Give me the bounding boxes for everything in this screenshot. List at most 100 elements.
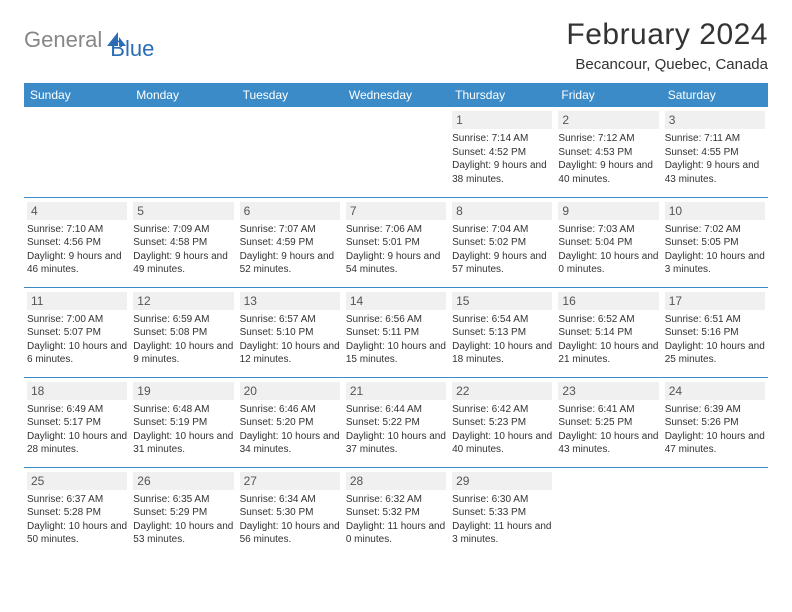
- daylight-text: Daylight: 10 hours and 43 minutes.: [558, 430, 658, 457]
- day-info: Sunrise: 6:54 AMSunset: 5:13 PMDaylight:…: [452, 313, 552, 367]
- header: General Blue February 2024 Becancour, Qu…: [24, 18, 768, 73]
- sunset-text: Sunset: 5:30 PM: [240, 506, 340, 520]
- sunrise-text: Sunrise: 7:06 AM: [346, 223, 446, 237]
- calendar-week-row: 1Sunrise: 7:14 AMSunset: 4:52 PMDaylight…: [24, 107, 768, 197]
- day-info: Sunrise: 7:12 AMSunset: 4:53 PMDaylight:…: [558, 132, 658, 186]
- day-info: Sunrise: 7:04 AMSunset: 5:02 PMDaylight:…: [452, 223, 552, 277]
- day-info: Sunrise: 6:34 AMSunset: 5:30 PMDaylight:…: [240, 493, 340, 547]
- calendar-week-row: 18Sunrise: 6:49 AMSunset: 5:17 PMDayligh…: [24, 377, 768, 467]
- sunrise-text: Sunrise: 6:42 AM: [452, 403, 552, 417]
- sunset-text: Sunset: 4:56 PM: [27, 236, 127, 250]
- calendar-day-cell: 6Sunrise: 7:07 AMSunset: 4:59 PMDaylight…: [237, 197, 343, 287]
- day-number: 19: [133, 382, 233, 400]
- sunrise-text: Sunrise: 6:52 AM: [558, 313, 658, 327]
- day-info: Sunrise: 6:41 AMSunset: 5:25 PMDaylight:…: [558, 403, 658, 457]
- daylight-text: Daylight: 10 hours and 12 minutes.: [240, 340, 340, 367]
- sunrise-text: Sunrise: 7:02 AM: [665, 223, 765, 237]
- calendar-day-cell: 24 Sunrise: 6:39 AMSunset: 5:26 PMDayligh…: [662, 377, 768, 467]
- day-number: 6: [240, 202, 340, 220]
- calendar-day-cell: 15Sunrise: 6:54 AMSunset: 5:13 PMDayligh…: [449, 287, 555, 377]
- calendar-day-cell: 16Sunrise: 6:52 AMSunset: 5:14 PMDayligh…: [555, 287, 661, 377]
- day-info: Sunrise: 7:11 AMSunset: 4:55 PMDaylight:…: [665, 132, 765, 186]
- daylight-text: Daylight: 9 hours and 40 minutes.: [558, 159, 658, 186]
- day-number: 5: [133, 202, 233, 220]
- day-number: 8: [452, 202, 552, 220]
- day-number: 2: [558, 111, 658, 129]
- title-block: February 2024 Becancour, Quebec, Canada: [566, 18, 768, 73]
- sunrise-text: Sunrise: 7:00 AM: [27, 313, 127, 327]
- daylight-text: Daylight: 9 hours and 43 minutes.: [665, 159, 765, 186]
- weekday-header: Saturday: [662, 83, 768, 107]
- sunrise-text: Sunrise: 7:11 AM: [665, 132, 765, 146]
- sunset-text: Sunset: 5:05 PM: [665, 236, 765, 250]
- sunrise-text: Sunrise: 6:46 AM: [240, 403, 340, 417]
- sunrise-text: Sunrise: 7:14 AM: [452, 132, 552, 146]
- sunset-text: Sunset: 5:26 PM: [665, 416, 765, 430]
- location-text: Becancour, Quebec, Canada: [566, 56, 768, 73]
- day-info: Sunrise: 6:52 AMSunset: 5:14 PMDaylight:…: [558, 313, 658, 367]
- sunset-text: Sunset: 4:52 PM: [452, 146, 552, 160]
- day-number: 26: [133, 472, 233, 490]
- sunrise-text: Sunrise: 6:54 AM: [452, 313, 552, 327]
- sunset-text: Sunset: 5:28 PM: [27, 506, 127, 520]
- day-info: Sunrise: 7:09 AMSunset: 4:58 PMDaylight:…: [133, 223, 233, 277]
- daylight-text: Daylight: 10 hours and 15 minutes.: [346, 340, 446, 367]
- calendar-table: Sunday Monday Tuesday Wednesday Thursday…: [24, 83, 768, 557]
- day-info: Sunrise: 6:51 AMSunset: 5:16 PMDaylight:…: [665, 313, 765, 367]
- calendar-day-cell: 7Sunrise: 7:06 AMSunset: 5:01 PMDaylight…: [343, 197, 449, 287]
- sunrise-text: Sunrise: 6:35 AM: [133, 493, 233, 507]
- daylight-text: Daylight: 9 hours and 52 minutes.: [240, 250, 340, 277]
- calendar-day-cell: 28 Sunrise: 6:32 AMSunset: 5:32 PMDayligh…: [343, 467, 449, 557]
- sunset-text: Sunset: 5:13 PM: [452, 326, 552, 340]
- daylight-text: Daylight: 9 hours and 54 minutes.: [346, 250, 446, 277]
- day-info: Sunrise: 6:39 AMSunset: 5:26 PMDaylight:…: [665, 403, 765, 457]
- day-number: 12: [133, 292, 233, 310]
- day-info: Sunrise: 7:02 AMSunset: 5:05 PMDaylight:…: [665, 223, 765, 277]
- daylight-text: Daylight: 9 hours and 49 minutes.: [133, 250, 233, 277]
- calendar-day-cell: 1Sunrise: 7:14 AMSunset: 4:52 PMDaylight…: [449, 107, 555, 197]
- sunset-text: Sunset: 4:53 PM: [558, 146, 658, 160]
- daylight-text: Daylight: 9 hours and 57 minutes.: [452, 250, 552, 277]
- sunrise-text: Sunrise: 6:57 AM: [240, 313, 340, 327]
- logo: General Blue: [24, 18, 154, 62]
- weekday-header: Monday: [130, 83, 236, 107]
- calendar-day-cell: [24, 107, 130, 197]
- sunrise-text: Sunrise: 6:51 AM: [665, 313, 765, 327]
- calendar-day-cell: 20 Sunrise: 6:46 AMSunset: 5:20 PMDayligh…: [237, 377, 343, 467]
- day-info: Sunrise: 7:14 AMSunset: 4:52 PMDaylight:…: [452, 132, 552, 186]
- calendar-day-cell: 21Sunrise: 6:44 AMSunset: 5:22 PMDayligh…: [343, 377, 449, 467]
- sunset-text: Sunset: 5:20 PM: [240, 416, 340, 430]
- sunrise-text: Sunrise: 6:41 AM: [558, 403, 658, 417]
- day-number: 23: [558, 382, 658, 400]
- day-info: Sunrise: 6:46 AMSunset: 5:20 PMDaylight:…: [240, 403, 340, 457]
- day-number: 4: [27, 202, 127, 220]
- calendar-week-row: 4Sunrise: 7:10 AMSunset: 4:56 PMDaylight…: [24, 197, 768, 287]
- weekday-header: Friday: [555, 83, 661, 107]
- logo-text-part1: General: [24, 27, 102, 53]
- sunrise-text: Sunrise: 6:56 AM: [346, 313, 446, 327]
- sunset-text: Sunset: 5:22 PM: [346, 416, 446, 430]
- day-number: 24: [665, 382, 765, 400]
- day-info: Sunrise: 6:37 AMSunset: 5:28 PMDaylight:…: [27, 493, 127, 547]
- sunset-text: Sunset: 5:23 PM: [452, 416, 552, 430]
- day-info: Sunrise: 6:32 AMSunset: 5:32 PMDaylight:…: [346, 493, 446, 547]
- calendar-day-cell: [343, 107, 449, 197]
- sunset-text: Sunset: 5:04 PM: [558, 236, 658, 250]
- calendar-day-cell: [237, 107, 343, 197]
- daylight-text: Daylight: 9 hours and 46 minutes.: [27, 250, 127, 277]
- day-number: 20: [240, 382, 340, 400]
- daylight-text: Daylight: 10 hours and 0 minutes.: [558, 250, 658, 277]
- day-info: Sunrise: 6:44 AMSunset: 5:22 PMDaylight:…: [346, 403, 446, 457]
- calendar-week-row: 25Sunrise: 6:37 AMSunset: 5:28 PMDayligh…: [24, 467, 768, 557]
- daylight-text: Daylight: 10 hours and 3 minutes.: [665, 250, 765, 277]
- day-info: Sunrise: 6:57 AMSunset: 5:10 PMDaylight:…: [240, 313, 340, 367]
- daylight-text: Daylight: 10 hours and 53 minutes.: [133, 520, 233, 547]
- calendar-day-cell: 19Sunrise: 6:48 AMSunset: 5:19 PMDayligh…: [130, 377, 236, 467]
- day-number: 28: [346, 472, 446, 490]
- daylight-text: Daylight: 10 hours and 34 minutes.: [240, 430, 340, 457]
- daylight-text: Daylight: 10 hours and 31 minutes.: [133, 430, 233, 457]
- day-number: 9: [558, 202, 658, 220]
- weekday-header: Sunday: [24, 83, 130, 107]
- calendar-day-cell: 25Sunrise: 6:37 AMSunset: 5:28 PMDayligh…: [24, 467, 130, 557]
- daylight-text: Daylight: 11 hours and 3 minutes.: [452, 520, 552, 547]
